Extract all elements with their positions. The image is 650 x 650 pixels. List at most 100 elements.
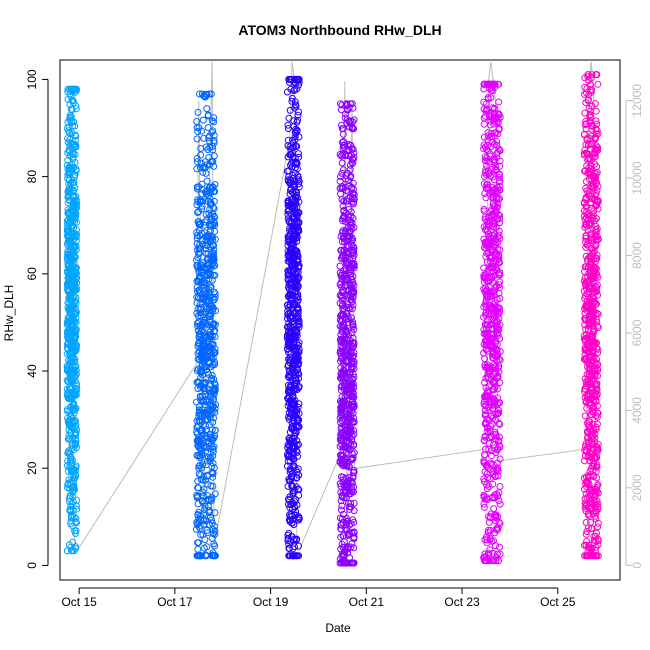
x-tick-label: Oct 17 xyxy=(157,595,193,609)
data-point xyxy=(64,248,72,256)
data-point xyxy=(292,511,299,519)
data-point xyxy=(200,520,208,528)
data-point xyxy=(195,273,203,281)
data-point xyxy=(204,124,212,131)
data-point xyxy=(195,406,203,414)
data-point xyxy=(286,343,294,351)
data-point xyxy=(291,341,298,349)
data-point xyxy=(289,361,297,369)
data-point xyxy=(204,409,212,417)
data-point xyxy=(194,277,202,285)
data-point xyxy=(286,279,294,287)
data-point xyxy=(198,90,206,98)
data-point xyxy=(287,291,295,299)
data-point xyxy=(291,302,299,310)
data-point xyxy=(198,127,206,135)
data-point xyxy=(207,255,215,263)
data-point xyxy=(289,451,297,459)
data-point xyxy=(289,202,297,210)
data-point xyxy=(202,387,209,395)
data-point xyxy=(205,359,213,367)
data-point xyxy=(72,87,80,95)
data-point xyxy=(211,227,219,235)
data-point xyxy=(72,431,80,439)
data-point xyxy=(205,183,213,191)
data-point xyxy=(286,106,294,114)
data-point xyxy=(197,220,205,227)
data-point xyxy=(284,534,292,542)
data-point xyxy=(64,407,71,415)
data-point xyxy=(198,180,206,188)
data-point xyxy=(73,341,81,349)
data-point xyxy=(73,226,80,234)
data-point xyxy=(195,470,203,478)
data-point xyxy=(64,118,72,126)
data-point xyxy=(197,312,205,320)
data-point xyxy=(294,275,302,283)
data-point xyxy=(291,164,299,172)
data-point xyxy=(203,457,211,465)
data-point xyxy=(195,226,203,234)
data-point xyxy=(203,190,211,198)
data-point xyxy=(196,286,203,294)
data-point xyxy=(283,332,291,339)
scatter-series xyxy=(63,71,602,567)
data-point xyxy=(65,233,73,241)
data-point xyxy=(206,347,214,355)
data-point xyxy=(71,171,79,179)
data-point xyxy=(71,486,78,494)
data-point xyxy=(284,327,292,335)
data-point xyxy=(288,482,296,490)
data-point xyxy=(66,343,74,350)
data-point xyxy=(63,385,71,393)
data-point xyxy=(65,185,73,193)
data-point xyxy=(290,521,298,529)
data-point xyxy=(197,261,205,269)
data-point xyxy=(211,527,219,535)
data-point xyxy=(72,273,80,281)
data-point xyxy=(196,197,204,205)
data-point xyxy=(199,488,207,496)
data-point xyxy=(68,456,76,464)
data-point xyxy=(193,423,201,431)
data-point xyxy=(286,190,294,198)
data-point xyxy=(197,396,205,404)
data-point xyxy=(193,518,201,526)
data-point xyxy=(287,501,295,508)
data-point xyxy=(208,434,216,442)
data-point xyxy=(288,245,296,253)
data-point xyxy=(193,287,201,295)
data-point xyxy=(193,118,201,125)
data-point xyxy=(193,491,201,499)
data-point xyxy=(287,75,295,83)
data-point xyxy=(65,176,73,184)
data-point xyxy=(288,401,296,409)
data-point xyxy=(210,139,218,147)
data-point xyxy=(286,252,294,260)
data-point xyxy=(65,168,73,176)
x-tick-label: Oct 25 xyxy=(540,595,576,609)
data-point xyxy=(290,552,298,560)
data-point xyxy=(196,524,204,532)
data-point xyxy=(284,215,292,223)
data-point xyxy=(207,497,215,505)
data-point xyxy=(195,208,203,216)
data-point xyxy=(289,414,297,421)
data-point xyxy=(206,132,213,140)
data-point xyxy=(210,414,217,422)
data-point xyxy=(294,176,302,184)
data-point xyxy=(67,507,74,515)
data-point xyxy=(194,322,202,330)
data-point xyxy=(64,95,72,103)
data-point xyxy=(284,373,292,381)
data-point xyxy=(295,416,302,424)
data-point xyxy=(194,128,202,135)
y2-tick-label: 12000 xyxy=(630,84,644,118)
series-2 xyxy=(193,90,220,560)
data-point xyxy=(193,158,201,166)
data-point xyxy=(193,185,201,193)
data-point xyxy=(197,374,205,382)
data-point xyxy=(206,313,214,321)
y-tick-label: 40 xyxy=(25,364,39,378)
data-point xyxy=(69,404,77,412)
